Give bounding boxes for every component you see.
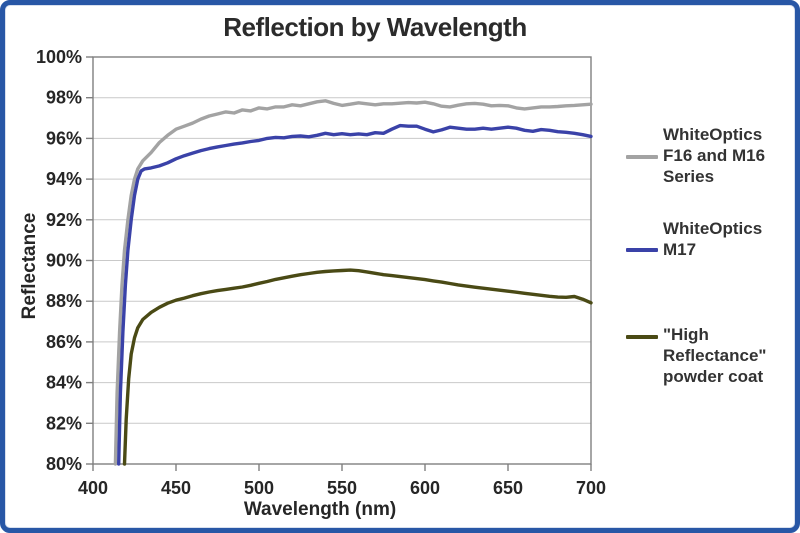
legend-swatch-gray-line [626,155,658,159]
x-axis-title: Wavelength (nm) [243,499,397,520]
legend-swatch-blue-line [626,248,658,252]
x-tick-label: 500 [244,478,274,498]
legend-item-m17: WhiteOptics M17 [626,218,781,260]
y-tick-label: 100% [36,47,82,67]
y-tick-label: 84% [46,373,82,393]
series-line-2 [122,268,593,466]
y-tick-label: 90% [46,251,82,271]
y-tick-label: 86% [46,332,82,352]
legend-swatch-olive-line [626,335,658,339]
x-tick-label: 450 [161,478,191,498]
y-axis-title: Reflectance [19,212,40,320]
x-tick-label: 650 [493,478,523,498]
y-tick-label: 94% [46,169,82,189]
legend-item-f16-m16: WhiteOptics F16 and M16 Series [626,124,781,187]
y-tick-label: 92% [46,210,82,230]
y-tick-label: 82% [46,413,82,433]
legend-label: WhiteOptics M17 [663,219,763,259]
x-tick-label: 550 [327,478,357,498]
y-tick-label: 88% [46,291,82,311]
y-tick-label: 80% [46,454,82,474]
y-tick-label: 98% [46,88,82,108]
series-line-1 [116,123,593,466]
chart-title: Reflection by Wavelength [223,12,527,42]
legend-label: WhiteOptics F16 and M16 Series [663,125,766,186]
y-tick-label: 96% [46,128,82,148]
x-tick-label: 400 [78,478,108,498]
series-line-0 [113,99,593,466]
legend-label: "High Reflectance" powder coat [663,325,767,386]
x-tick-label: 600 [410,478,440,498]
x-tick-label: 700 [576,478,606,498]
legend-item-powder-coat: "High Reflectance" powder coat [626,324,781,387]
